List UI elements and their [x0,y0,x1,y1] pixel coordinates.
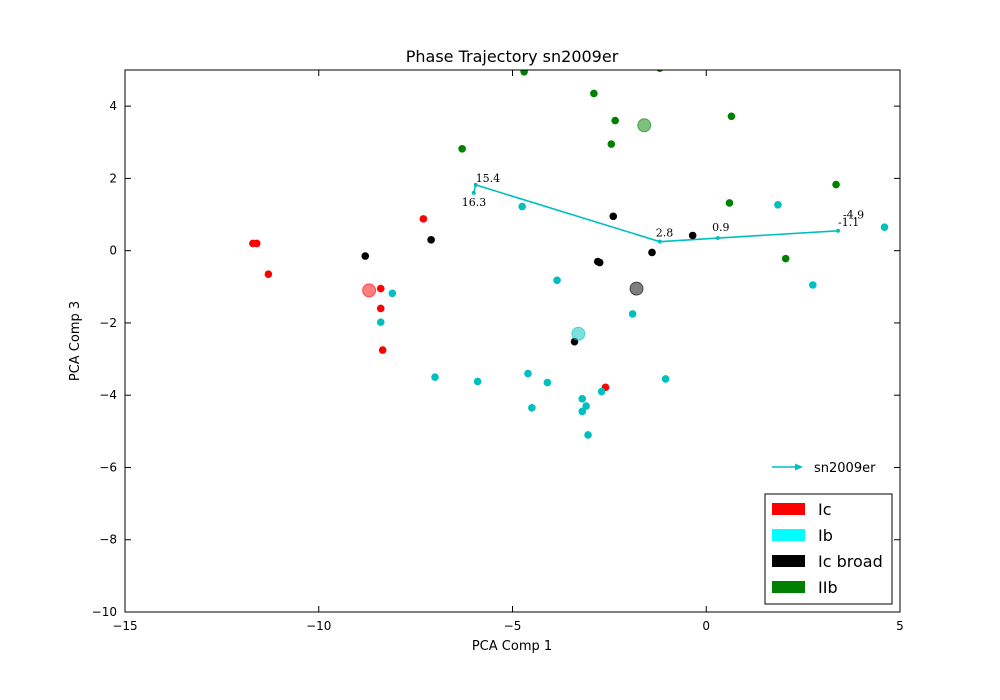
y-tick-label-2: 2 [109,171,117,185]
point-ic-broad-6 [688,231,697,240]
point-iib-3 [611,116,619,125]
x-tick-label--10: −10 [306,619,331,633]
point-ib-7 [880,223,889,231]
y-tick-label-0: 0 [109,244,117,258]
point-ib-18 [661,375,670,383]
legend-swatch-ic-broad [772,555,805,567]
point-ib-11 [543,378,552,387]
chart-title: Phase Trajectory sn2009er [406,47,619,66]
point-iib-4 [607,140,616,148]
x-tick-label--15: −15 [112,619,137,633]
trajectory-point-1 [473,182,478,187]
point-ib-3 [518,202,526,211]
point-iib-7 [725,199,734,207]
y-tick-label-4: 4 [109,99,117,113]
point-ic-broad-2 [609,212,618,221]
y-tick-label--8: −8 [99,533,117,547]
point-ic-broad-5 [648,248,656,257]
phase-label-4: -1.1 [838,216,859,229]
point-ib-0 [388,289,397,298]
point-ic-3 [419,215,428,223]
type-legend: Ic Ib Ic broad IIb [764,493,893,605]
x-axis-label: PCA Comp 1 [472,639,552,654]
point-ic-6 [378,346,387,354]
point-ib-1 [376,318,385,327]
legend-swatch-iib [772,581,805,593]
legend-label-ic-broad: Ic broad [818,552,883,571]
point-iib-2 [590,89,598,98]
mean-ic [362,283,377,298]
legend-swatch-ib [772,529,805,541]
point-ib-14 [578,395,587,403]
point-ib-15 [582,402,590,410]
point-iib-0 [520,70,528,76]
point-ib-4 [628,310,637,318]
point-ic-4 [376,284,385,293]
y-axis-label: PCA Comp 3 [68,301,83,381]
x-tick-label-5: 5 [896,619,904,633]
point-ib-17 [584,431,592,439]
legend-label-ib: Ib [818,526,833,545]
trajectory-legend: sn2009er [772,461,876,476]
point-ib-12 [528,404,536,412]
point-ib-9 [473,377,482,386]
phase-label-3: 0.9 [712,221,730,234]
phase-label-2: 2.8 [656,227,674,240]
point-ib-13 [597,387,606,396]
phase-label-1: 15.4 [476,172,501,185]
y-tick-label--6: −6 [99,460,117,474]
legend-label-iib: IIb [818,578,838,597]
point-ic-5 [376,304,385,313]
trajectory-point-0 [471,190,476,195]
y-tick-label--10: −10 [92,605,117,619]
legend-swatch-ic [772,503,805,515]
legend-label-ic: Ic [818,500,832,519]
point-ib-2 [553,276,561,285]
y-tick-label--2: −2 [99,316,117,330]
point-ic-broad-0 [361,252,370,260]
point-iib-8 [832,180,840,189]
mean-ic-broad [629,281,644,296]
point-iib-1 [656,70,664,72]
trajectory-point-3 [715,236,720,241]
point-ib-5 [774,200,782,209]
x-tick-label-0: 0 [702,619,710,633]
point-ic-1 [252,239,261,248]
point-ic-2 [264,270,273,278]
point-iib-5 [458,144,466,153]
trajectory-legend-label: sn2009er [814,461,876,476]
trajectory-legend-arrow [795,463,803,471]
mean-ib [571,326,586,341]
point-iib-6 [727,112,736,121]
point-ib-8 [431,373,439,381]
plot-marks: 16.3 15.4 2.8 0.9 -1.1-4.9 [249,70,889,439]
point-ib-16 [578,407,587,416]
point-ic-broad-4 [595,258,604,267]
y-tick-label--4: −4 [99,388,117,402]
mean-iib [637,118,652,133]
point-ib-10 [524,369,532,378]
trajectory-point-4 [836,228,840,233]
point-ic-broad-1 [427,236,435,244]
phase-label-5: -4.9 [843,208,864,221]
point-ib-6 [809,281,817,289]
trajectory-point-2 [657,239,662,244]
point-iib-9 [781,254,790,263]
phase-label-0: 16.3 [462,196,487,209]
x-tick-label--5: −5 [504,619,522,633]
